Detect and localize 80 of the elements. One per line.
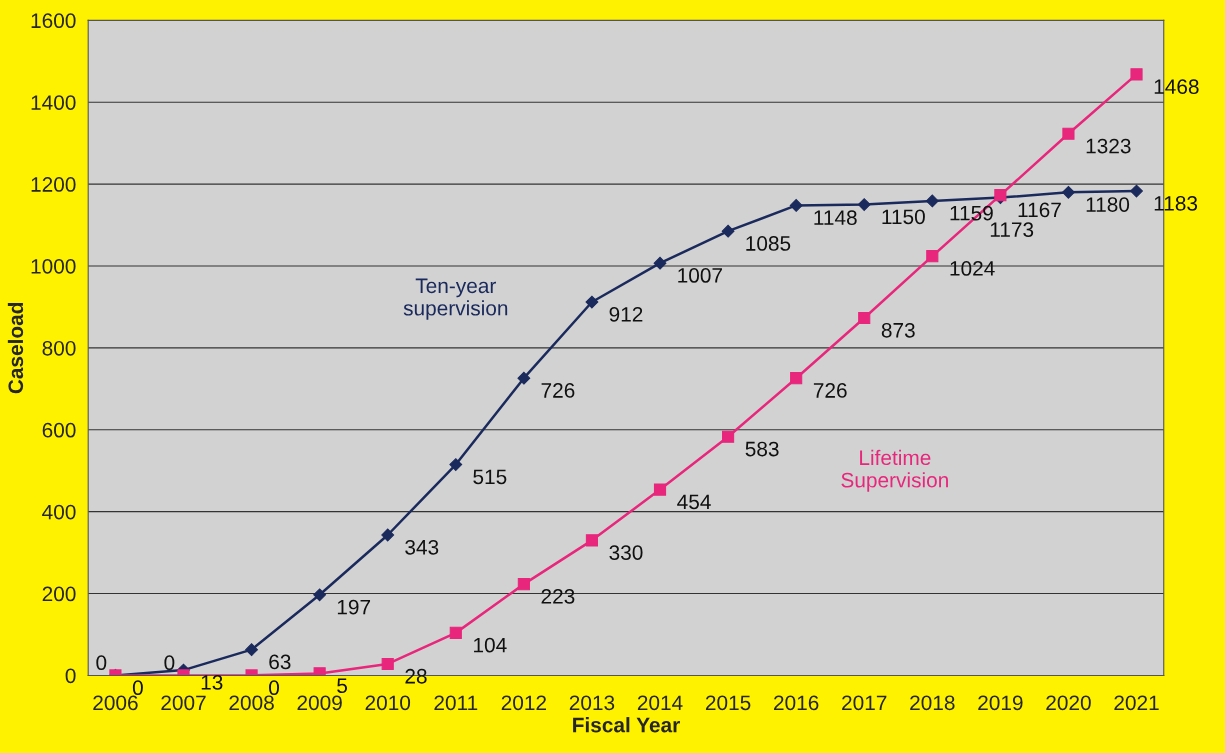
data-label: 343 bbox=[405, 539, 439, 555]
x-tick-label: 2015 bbox=[705, 695, 751, 711]
x-tick-label: 2006 bbox=[93, 695, 138, 711]
x-tick-label: 2011 bbox=[434, 695, 478, 711]
point bbox=[381, 657, 394, 671]
data-label: 0 bbox=[96, 655, 107, 671]
data-label: 330 bbox=[609, 545, 643, 560]
point bbox=[1130, 184, 1143, 198]
point bbox=[858, 311, 871, 325]
data-label: 1173 bbox=[990, 222, 1034, 238]
data-label: 1180 bbox=[1086, 197, 1130, 212]
x-tick-label: 2014 bbox=[637, 695, 683, 711]
data-label: 197 bbox=[337, 599, 371, 615]
x-tick-label: 2007 bbox=[161, 695, 206, 711]
y-axis-title: Caseload bbox=[7, 302, 24, 394]
x-tick-label: 2013 bbox=[569, 695, 615, 711]
y-tick-label: 0 bbox=[65, 668, 76, 684]
x-tick-label: 2018 bbox=[910, 695, 955, 711]
point bbox=[789, 198, 803, 212]
data-label: 13 bbox=[201, 675, 223, 690]
data-label: 1007 bbox=[678, 268, 722, 283]
point bbox=[926, 250, 939, 263]
point bbox=[313, 588, 327, 602]
x-tick-label: 2012 bbox=[501, 695, 546, 711]
point bbox=[1062, 185, 1075, 199]
y-tick-label: 1000 bbox=[31, 259, 76, 274]
data-label: 583 bbox=[745, 441, 779, 457]
text: Lifetime Supervision bbox=[841, 449, 948, 492]
y-tick-label: 1400 bbox=[31, 95, 76, 110]
point bbox=[1062, 127, 1075, 140]
point bbox=[245, 643, 258, 657]
x-tick-label: 2016 bbox=[774, 695, 819, 711]
data-label: 104 bbox=[474, 637, 507, 653]
x-tick-label: 2019 bbox=[978, 695, 1023, 711]
point bbox=[585, 295, 599, 309]
data-label: 1085 bbox=[746, 236, 791, 251]
point bbox=[381, 528, 395, 542]
data-label: 0 bbox=[164, 655, 175, 671]
data-label: 912 bbox=[609, 306, 643, 322]
point bbox=[449, 458, 463, 471]
data-label: 454 bbox=[677, 494, 711, 510]
y-tick-label: 800 bbox=[42, 340, 76, 356]
point bbox=[1130, 68, 1143, 81]
x-tick-label: 2021 bbox=[1114, 695, 1159, 711]
point bbox=[925, 194, 939, 208]
y-tick-label: 1200 bbox=[31, 177, 76, 192]
data-label: 0 bbox=[132, 680, 143, 696]
point bbox=[585, 534, 599, 547]
point bbox=[653, 256, 667, 270]
x-tick-label: 2020 bbox=[1046, 695, 1091, 711]
data-label: 1024 bbox=[950, 261, 995, 276]
x-axis-title: Fiscal Year bbox=[573, 717, 680, 733]
x-tick-label: 2009 bbox=[297, 695, 342, 711]
data-label: 1148 bbox=[814, 210, 857, 226]
point bbox=[721, 224, 735, 238]
point bbox=[790, 372, 803, 385]
y-tick-label: 200 bbox=[42, 586, 76, 602]
data-label: 515 bbox=[473, 469, 507, 485]
point bbox=[653, 483, 667, 496]
data-label: 1167 bbox=[1018, 202, 1061, 218]
data-label: 726 bbox=[813, 383, 847, 398]
text: Ten-year supervision bbox=[403, 278, 508, 320]
y-tick-label: 400 bbox=[42, 504, 76, 520]
data-label: 5 bbox=[337, 678, 348, 694]
point bbox=[517, 578, 530, 591]
point bbox=[722, 430, 735, 443]
point bbox=[517, 371, 531, 385]
data-label: 63 bbox=[269, 654, 291, 670]
y-tick-label: 1600 bbox=[31, 13, 76, 29]
point bbox=[857, 198, 871, 211]
x-tick-label: 2017 bbox=[842, 695, 887, 711]
data-label: 1323 bbox=[1086, 138, 1131, 154]
x-tick-label: 2008 bbox=[229, 695, 274, 711]
y-tick-label: 600 bbox=[42, 422, 76, 438]
data-label: 726 bbox=[541, 383, 575, 398]
data-label: 1150 bbox=[882, 209, 925, 225]
x-tick-label: 2010 bbox=[365, 695, 411, 711]
data-label: 873 bbox=[881, 322, 915, 338]
point bbox=[449, 626, 462, 639]
data-label: 0 bbox=[269, 680, 280, 696]
